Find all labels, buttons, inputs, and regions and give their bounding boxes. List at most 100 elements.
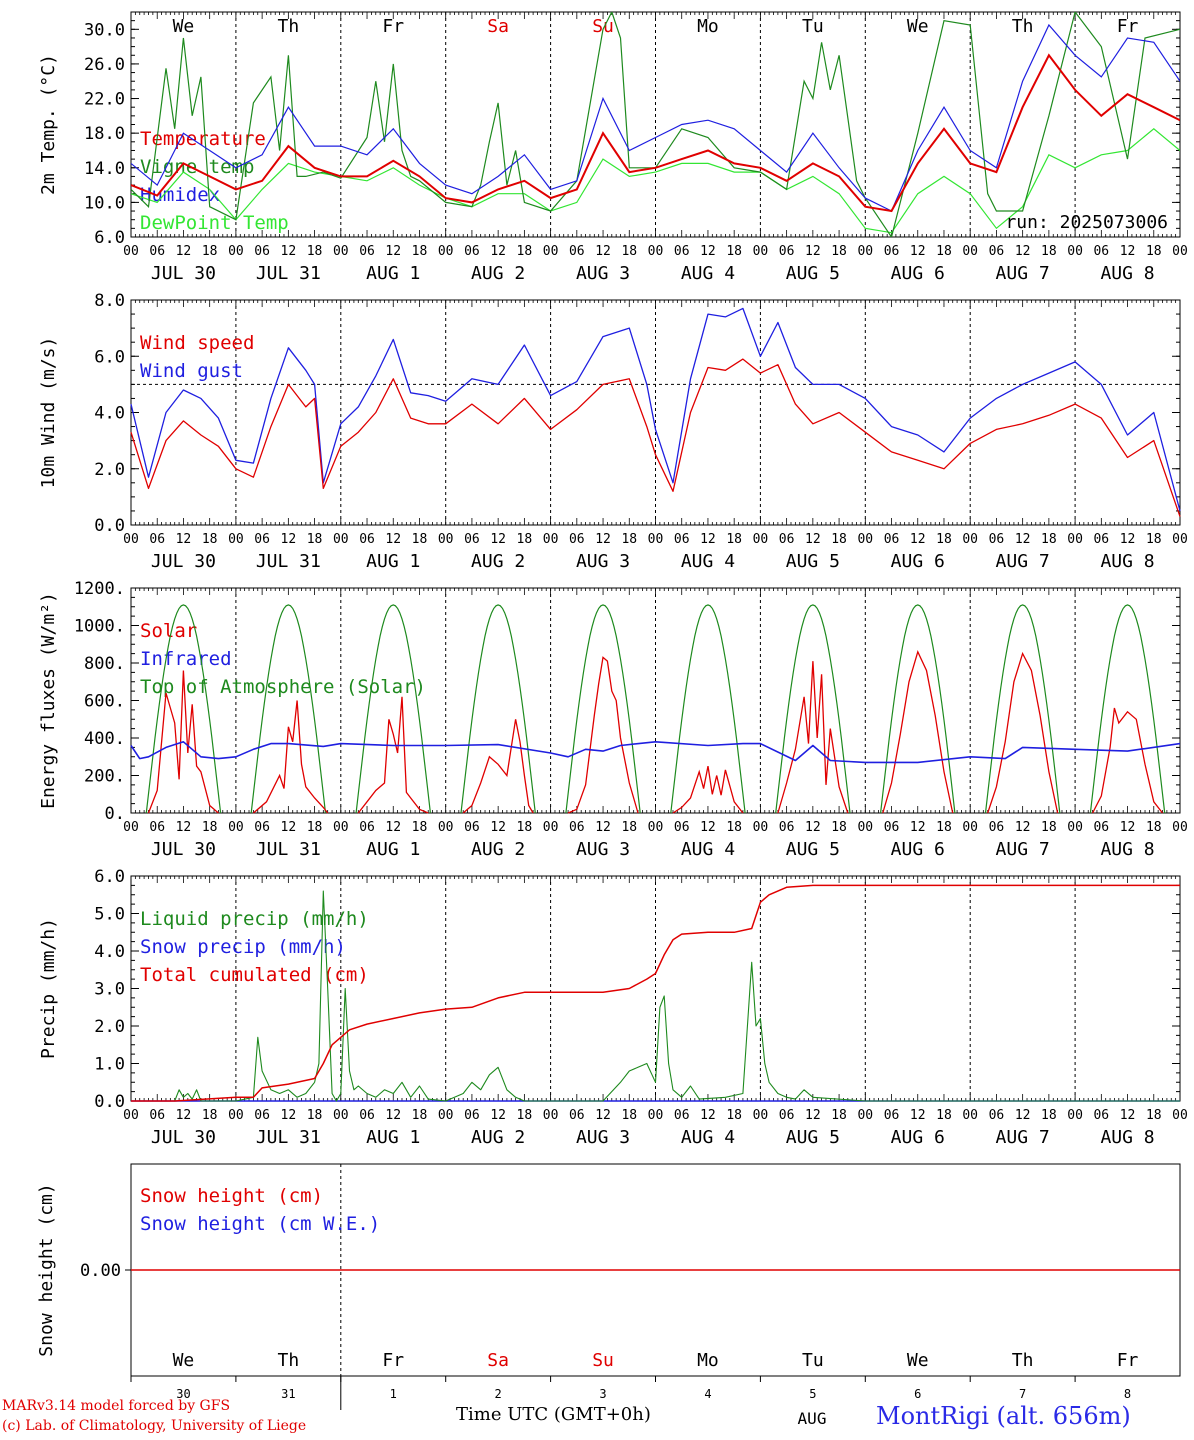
date-label: AUG 5 <box>786 263 840 284</box>
panel-frame <box>130 587 1181 814</box>
y-axis-label: 2m Temp. (°C) <box>38 54 59 195</box>
day-name: Tu <box>802 16 824 37</box>
hour-tick-label: 00 <box>123 820 139 835</box>
panel-2: 00 06 12 18 00 06 12 18 00 06 12 18 00 06 12 18 00 06 12 18… <box>38 291 1188 572</box>
toa-solar-day <box>775 604 851 814</box>
day-name-bottom: Fr <box>382 1350 404 1371</box>
day-name: Fr <box>1117 16 1139 37</box>
hour-tick-label: 18 <box>517 244 533 259</box>
hour-tick-label: 06 <box>359 244 375 259</box>
hour-tick-label: 00 <box>962 532 978 547</box>
solar-day <box>672 765 744 814</box>
y-tick-label: 14.0 <box>84 159 125 179</box>
hour-tick-label: 18 <box>831 820 847 835</box>
solar-day <box>462 719 534 814</box>
hour-tick-label: 00 <box>648 244 664 259</box>
hour-tick-label: 00 <box>438 244 454 259</box>
y-tick-label: 2.0 <box>94 460 125 480</box>
hour-tick-label: 12 <box>490 1108 506 1123</box>
day-name-bottom: Tu <box>802 1350 824 1371</box>
day-name-bottom: We <box>173 1350 195 1371</box>
hour-tick-label: 18 <box>726 532 742 547</box>
y-tick-label: 4.0 <box>94 942 125 962</box>
day-number-bottom: 8 <box>1124 1387 1131 1401</box>
hour-tick-label: 06 <box>464 532 480 547</box>
hour-tick-label: 06 <box>149 820 165 835</box>
date-label: AUG 6 <box>891 839 945 860</box>
date-label: AUG 1 <box>366 839 420 860</box>
hour-tick-label: 00 <box>123 244 139 259</box>
day-number-bottom: 7 <box>1019 1387 1026 1401</box>
day-name: Su <box>592 16 614 37</box>
date-label: JUL 31 <box>256 1127 321 1148</box>
hour-tick-label: 06 <box>779 244 795 259</box>
day-number-bottom: 2 <box>495 1387 502 1401</box>
hour-tick-label: 06 <box>779 820 795 835</box>
day-number-bottom: 1 <box>390 1387 397 1401</box>
date-label: AUG 6 <box>891 1127 945 1148</box>
date-label: AUG 4 <box>681 263 735 284</box>
hour-tick-label: 12 <box>1120 1108 1136 1123</box>
legend-label: Snow precip (mm/h) <box>140 936 346 958</box>
hour-tick-label: 06 <box>149 244 165 259</box>
legend-label: Snow height (cm W.E.) <box>140 1213 380 1235</box>
hour-tick-label: 18 <box>621 1108 637 1123</box>
hour-tick-label: 12 <box>281 532 297 547</box>
toa-solar-day <box>670 604 746 814</box>
hour-tick-label: 12 <box>700 532 716 547</box>
hour-tick-label: 18 <box>936 532 952 547</box>
date-label: AUG 4 <box>681 551 735 572</box>
date-label: AUG 5 <box>786 551 840 572</box>
solar-day <box>882 649 954 814</box>
hour-tick-label: 00 <box>1067 820 1083 835</box>
hour-tick-label: 00 <box>123 532 139 547</box>
hour-tick-label: 12 <box>176 1108 192 1123</box>
hour-tick-label: 12 <box>595 820 611 835</box>
hour-tick-label: 12 <box>385 1108 401 1123</box>
toa-solar-day <box>880 604 956 814</box>
date-label: AUG 8 <box>1100 263 1154 284</box>
hour-tick-label: 00 <box>1172 532 1188 547</box>
series-group <box>131 12 1180 237</box>
hour-tick-label: 06 <box>674 244 690 259</box>
hour-tick-label: 12 <box>805 820 821 835</box>
hour-tick-label: 18 <box>831 244 847 259</box>
lab-credit: (c) Lab. of Climatology, University of L… <box>2 1418 307 1434</box>
y-tick-label: 2.0 <box>94 1017 125 1037</box>
date-label: AUG 1 <box>366 1127 420 1148</box>
day-name: Mo <box>697 16 719 37</box>
hour-tick-label: 00 <box>753 820 769 835</box>
y-tick-label: 3.0 <box>94 980 125 1000</box>
hour-tick-label: 06 <box>464 820 480 835</box>
date-label: AUG 7 <box>996 551 1050 572</box>
hour-tick-label: 12 <box>176 532 192 547</box>
hour-tick-label: 18 <box>517 820 533 835</box>
day-name: We <box>907 16 929 37</box>
y-tick-label: 1200. <box>74 579 125 599</box>
hour-tick-label: 12 <box>595 532 611 547</box>
panel-frame <box>130 11 1181 238</box>
y-tick-label: 6.0 <box>94 228 125 248</box>
hour-tick-label: 00 <box>228 1108 244 1123</box>
panel-1: 00 06 12 18 00 06 12 18 00 06 12 18 00 06 12 18 00 06 12 18… <box>38 11 1188 284</box>
hour-tick-label: 12 <box>700 820 716 835</box>
hour-tick-label: 00 <box>438 1108 454 1123</box>
hour-tick-label: 00 <box>228 820 244 835</box>
hour-tick-label: 06 <box>674 532 690 547</box>
hour-tick-label: 12 <box>1120 820 1136 835</box>
date-label: AUG 6 <box>891 263 945 284</box>
legend-label: Humidex <box>140 184 220 206</box>
day-name-bottom: Sa <box>487 1350 509 1371</box>
hour-tick-label: 18 <box>1146 532 1162 547</box>
y-tick-label: 600. <box>84 692 125 712</box>
hour-tick-label: 18 <box>726 1108 742 1123</box>
day-name: Th <box>278 16 300 37</box>
hour-tick-label: 06 <box>149 532 165 547</box>
day-number-bottom: 6 <box>914 1387 921 1401</box>
hour-tick-label: 18 <box>202 820 218 835</box>
hour-tick-label: 00 <box>333 532 349 547</box>
date-label: AUG 7 <box>996 1127 1050 1148</box>
hour-tick-label: 12 <box>176 820 192 835</box>
hour-tick-label: 18 <box>202 532 218 547</box>
